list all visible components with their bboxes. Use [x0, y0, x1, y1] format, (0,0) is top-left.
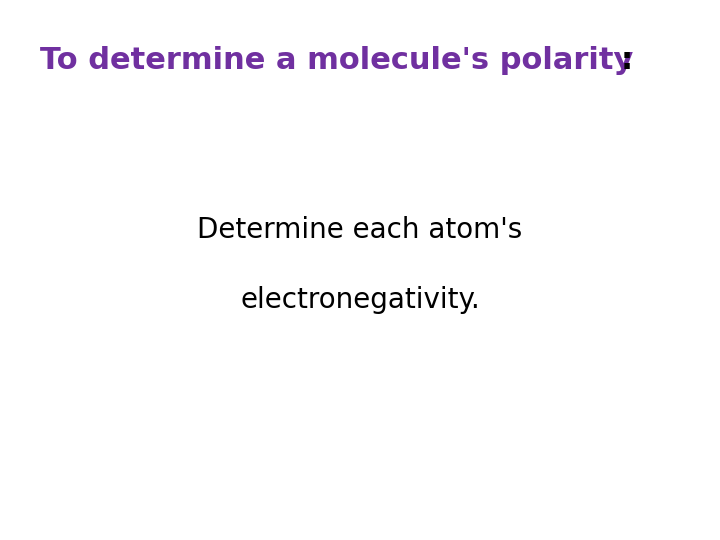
- Text: :: :: [621, 46, 633, 75]
- Text: To determine a molecule's polarity: To determine a molecule's polarity: [40, 46, 633, 75]
- Text: electronegativity.: electronegativity.: [240, 286, 480, 314]
- Text: Determine each atom's: Determine each atom's: [197, 216, 523, 244]
